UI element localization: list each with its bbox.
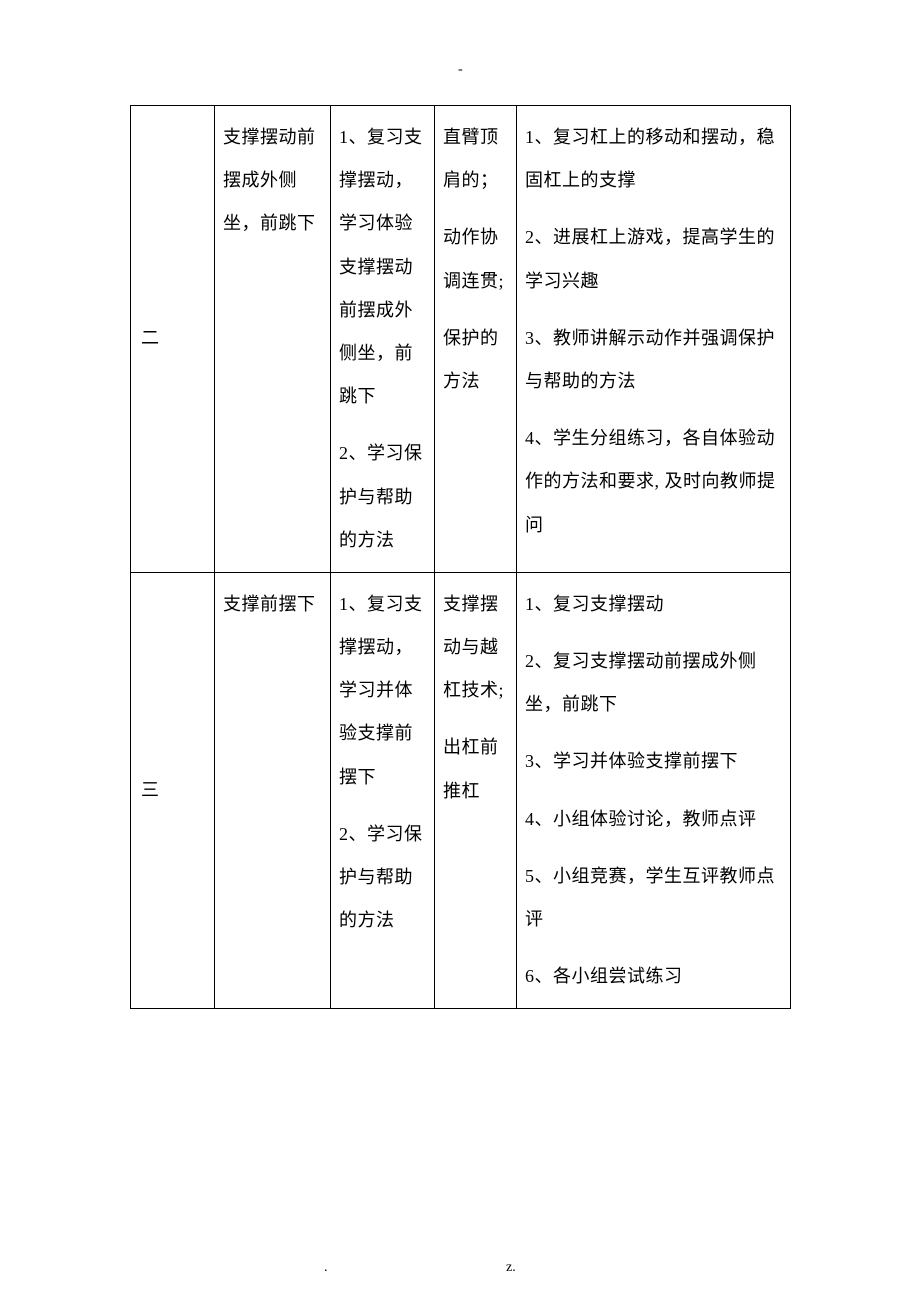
paragraph: 2、复习支撑摆动前摆成外侧坐，前跳下 bbox=[525, 640, 782, 726]
paragraph: 1、复习支撑摆动 bbox=[525, 583, 782, 626]
cell-content-name: 支撑摆动前摆成外侧坐，前跳下 bbox=[214, 105, 330, 572]
paragraph: 4、学生分组练习，各自体验动作的方法和要求, 及时向教师提问 bbox=[525, 417, 782, 547]
cell-content-name: 支撑前摆下 bbox=[214, 572, 330, 1009]
paragraph: 4、小组体验讨论，教师点评 bbox=[525, 798, 782, 841]
page: - 二 支撑摆动前摆成外侧坐，前跳下 1、复习支撑摆动，学习体验支撑摆动前摆成外… bbox=[0, 0, 920, 1302]
cell-learning-objectives: 1、复习支撑摆动，学习并体验支撑前摆下 2、学习保护与帮助的方法 bbox=[330, 572, 434, 1009]
paragraph: 5、小组竞赛，学生互评教师点评 bbox=[525, 855, 782, 941]
cell-teaching-process: 1、复习支撑摆动 2、复习支撑摆动前摆成外侧坐，前跳下 3、学习并体验支撑前摆下… bbox=[516, 572, 790, 1009]
cell-key-points: 支撑摆动与越杠技术; 出杠前推杠 bbox=[434, 572, 516, 1009]
paragraph: 2、学习保护与帮助的方法 bbox=[339, 813, 426, 943]
cell-learning-objectives: 1、复习支撑摆动，学习体验支撑摆动前摆成外侧坐，前跳下 2、学习保护与帮助的方法 bbox=[330, 105, 434, 572]
footer-dot-mark: . bbox=[324, 1260, 328, 1276]
paragraph: 6、各小组尝试练习 bbox=[525, 955, 782, 998]
paragraph: 2、进展杠上游戏，提高学生的学习兴趣 bbox=[525, 216, 782, 302]
cell-lesson-number: 二 bbox=[130, 105, 214, 572]
lesson-plan-table: 二 支撑摆动前摆成外侧坐，前跳下 1、复习支撑摆动，学习体验支撑摆动前摆成外侧坐… bbox=[130, 105, 791, 1009]
paragraph: 直臂顶肩的； bbox=[443, 116, 508, 202]
paragraph: 动作协调连贯; bbox=[443, 216, 508, 302]
paragraph: 2、学习保护与帮助的方法 bbox=[339, 432, 426, 562]
paragraph: 1、复习杠上的移动和摆动，稳固杠上的支撑 bbox=[525, 116, 782, 202]
table-row: 二 支撑摆动前摆成外侧坐，前跳下 1、复习支撑摆动，学习体验支撑摆动前摆成外侧坐… bbox=[130, 105, 790, 572]
paragraph: 保护的方法 bbox=[443, 317, 508, 403]
paragraph: 出杠前推杠 bbox=[443, 726, 508, 812]
cell-teaching-process: 1、复习杠上的移动和摆动，稳固杠上的支撑 2、进展杠上游戏，提高学生的学习兴趣 … bbox=[516, 105, 790, 572]
cell-lesson-number: 三 bbox=[130, 572, 214, 1009]
cell-key-points: 直臂顶肩的； 动作协调连贯; 保护的方法 bbox=[434, 105, 516, 572]
paragraph: 1、复习支撑摆动，学习并体验支撑前摆下 bbox=[339, 583, 426, 799]
paragraph: 1、复习支撑摆动，学习体验支撑摆动前摆成外侧坐，前跳下 bbox=[339, 116, 426, 418]
paragraph: 3、学习并体验支撑前摆下 bbox=[525, 740, 782, 783]
paragraph: 3、教师讲解示动作并强调保护与帮助的方法 bbox=[525, 317, 782, 403]
paragraph: 支撑摆动与越杠技术; bbox=[443, 583, 508, 713]
table-row: 三 支撑前摆下 1、复习支撑摆动，学习并体验支撑前摆下 2、学习保护与帮助的方法… bbox=[130, 572, 790, 1009]
header-dash-mark: - bbox=[458, 62, 463, 78]
footer-page-mark: z. bbox=[506, 1260, 516, 1276]
